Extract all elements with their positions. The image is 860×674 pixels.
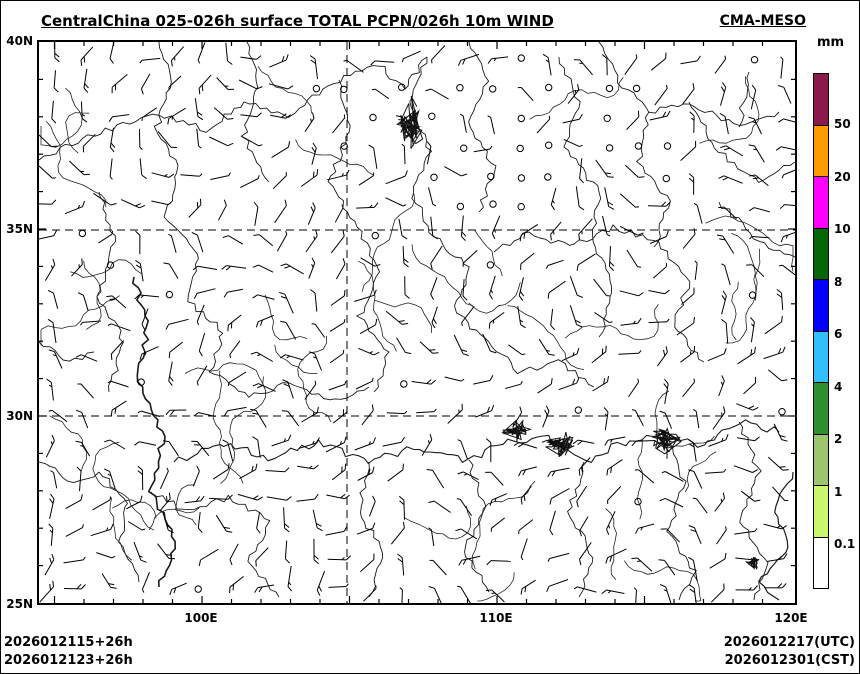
colorbar-threshold-label: 10 <box>834 222 851 236</box>
map-frame <box>37 40 797 605</box>
colorbar-threshold-label: 8 <box>834 274 843 289</box>
colorbar-segment-20 <box>813 124 829 177</box>
colorbar-threshold-label: 1 <box>834 484 843 499</box>
colorbar-segment-50 <box>813 73 829 126</box>
colorbar-threshold-label: 4 <box>834 379 843 394</box>
colorbar-segment-10 <box>813 176 829 229</box>
colorbar-segment-below-min <box>813 536 829 589</box>
colorbar-segment-4 <box>813 330 829 383</box>
lat-tick-label-30N: 30N <box>6 409 33 423</box>
footer-init-time-cst: 2026012123+26h <box>4 653 133 668</box>
colorbar-segment-6 <box>813 279 829 332</box>
map-canvas <box>39 42 795 603</box>
colorbar-threshold-label: 6 <box>834 327 843 341</box>
colorbar-segment-0.1 <box>813 485 829 538</box>
lon-tick-label-120E: 120E <box>774 611 808 625</box>
colorbar-segment-1 <box>813 433 829 486</box>
colorbar-unit-label: mm <box>817 35 845 50</box>
colorbar-threshold-label: 0.1 <box>834 537 856 551</box>
page-title: CentralChina 025-026h surface TOTAL PCPN… <box>41 12 554 30</box>
colorbar <box>813 73 829 589</box>
colorbar-segment-8 <box>813 227 829 280</box>
footer-init-time-utc: 2026012115+26h <box>4 635 133 650</box>
lat-tick-label-35N: 35N <box>6 222 33 236</box>
lon-tick-label-110E: 110E <box>479 611 513 625</box>
lat-tick-label-25N: 25N <box>6 597 33 611</box>
colorbar-segment-2 <box>813 382 829 435</box>
model-label: CMA-MESO <box>719 13 806 29</box>
colorbar-threshold-label: 2 <box>834 432 843 446</box>
colorbar-threshold-label: 20 <box>834 169 851 184</box>
footer-valid-time-utc: 2026012217(UTC) <box>723 635 855 650</box>
footer-valid-time-cst: 2026012301(CST) <box>724 653 855 668</box>
lon-tick-label-100E: 100E <box>184 611 218 625</box>
lat-tick-label-40N: 40N <box>6 34 33 48</box>
colorbar-threshold-label: 50 <box>834 117 851 131</box>
